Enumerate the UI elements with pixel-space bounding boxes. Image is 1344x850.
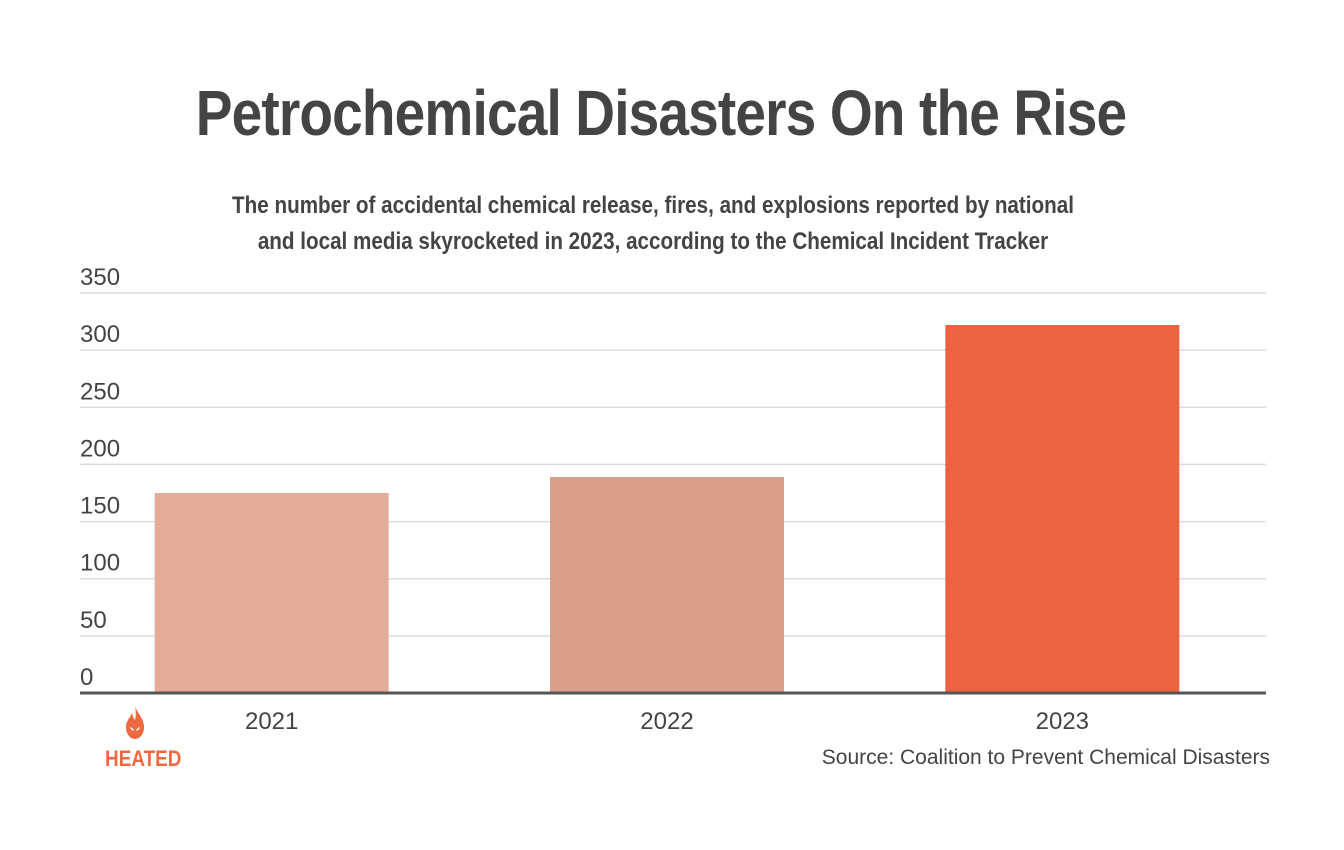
y-tick-label-100: 100	[80, 550, 120, 577]
heated-logo: HEATED	[100, 706, 182, 774]
source-note: Source: Coalition to Prevent Chemical Di…	[821, 746, 1270, 769]
chart-subtitle: The number of accidental chemical releas…	[91, 188, 1214, 260]
x-tick-label-2022: 2022	[640, 708, 693, 735]
chart-title: Petrochemical Disasters On the Rise	[195, 77, 1127, 149]
y-tick-label-150: 150	[80, 493, 120, 520]
flame-icon	[126, 706, 144, 739]
subtitle-line-2: and local media skyrocketed in 2023, acc…	[257, 228, 1049, 255]
logo-text: HEATED	[105, 746, 182, 771]
x-tick-label-2021: 2021	[245, 708, 298, 735]
y-tick-label-350: 350	[80, 264, 120, 291]
y-tick-label-300: 300	[80, 321, 120, 348]
y-tick-label-0: 0	[80, 664, 93, 691]
bar-2022	[550, 477, 784, 693]
y-tick-label-250: 250	[80, 378, 120, 405]
x-tick-label-2023: 2023	[1036, 708, 1089, 735]
bar-2023	[945, 325, 1180, 693]
y-tick-label-200: 200	[80, 435, 120, 462]
subtitle-line-1: The number of accidental chemical releas…	[232, 192, 1074, 219]
bar-2021	[154, 493, 389, 693]
y-tick-label-50: 50	[80, 607, 107, 634]
